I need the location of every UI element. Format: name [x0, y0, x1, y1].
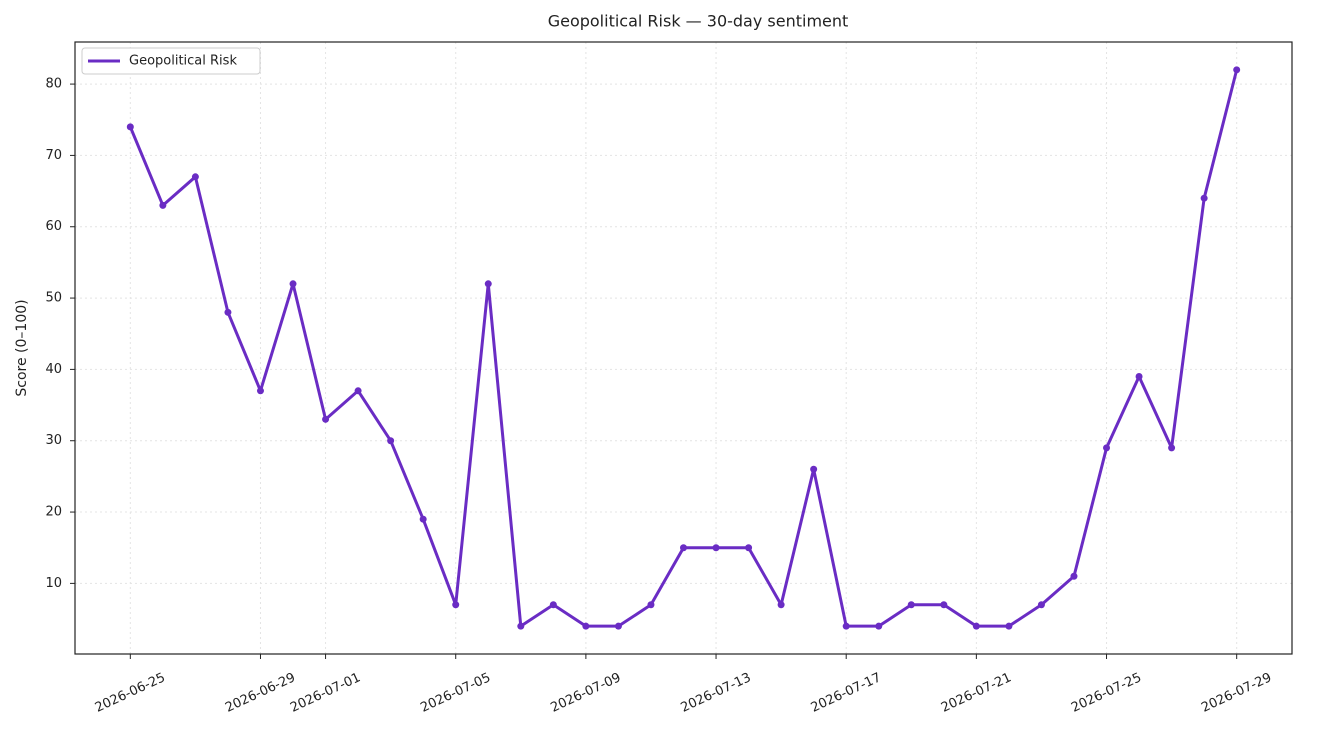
y-tick-label: 40: [45, 362, 62, 377]
data-point: [940, 601, 948, 609]
chart-title: Geopolitical Risk — 30-day sentiment: [548, 12, 849, 31]
y-tick-label: 60: [45, 219, 62, 234]
data-point: [1233, 66, 1241, 74]
plot: [126, 66, 1241, 630]
legend-box: [81, 47, 261, 75]
data-point: [680, 544, 687, 552]
data-point: [549, 601, 557, 609]
x-tick-label: 2026-07-09: [548, 670, 623, 716]
data-point: [582, 622, 590, 630]
x-tick-label: 2026-07-17: [809, 670, 884, 716]
y-tick-label: 10: [45, 576, 62, 591]
data-point: [1135, 373, 1143, 381]
data-point: [354, 387, 362, 395]
data-point: [452, 601, 460, 609]
y-axis-label: Score (0–100): [14, 299, 30, 396]
data-point: [810, 465, 818, 473]
x-tick-label: 2026-07-05: [418, 670, 493, 716]
data-point: [712, 544, 720, 552]
data-point: [875, 622, 883, 630]
y-tick-label: 80: [45, 77, 62, 92]
series-line: [128, 69, 1239, 628]
legend-label: Geopolitical Risk: [129, 54, 237, 69]
data-point: [191, 173, 199, 181]
y-tick-label: 30: [45, 433, 62, 448]
data-point: [517, 622, 525, 630]
data-point: [322, 415, 330, 423]
data-point: [1103, 444, 1111, 452]
data-point: [224, 308, 232, 316]
x-tick-label: 2026-07-29: [1199, 670, 1274, 716]
data-point: [256, 387, 264, 395]
data-point: [972, 622, 980, 630]
data-point: [907, 601, 915, 609]
grid: [75, 42, 1292, 654]
data-point: [126, 123, 134, 131]
y-tick-label: 70: [45, 148, 62, 163]
x-tick-label: 2026-07-25: [1069, 670, 1144, 716]
data-point: [842, 622, 850, 630]
x-tick-label: 2026-06-25: [93, 670, 168, 716]
data-point: [1200, 194, 1208, 202]
data-point: [1037, 601, 1045, 609]
x-tick-label: 2026-07-01: [288, 670, 363, 716]
data-point: [419, 515, 427, 523]
data-point: [387, 437, 395, 445]
data-point: [289, 280, 297, 288]
x-tick-label: 2026-07-21: [939, 670, 1014, 716]
data-point: [614, 622, 622, 630]
x-tick-label: 2026-06-29: [223, 670, 298, 716]
data-point: [159, 201, 167, 209]
data-point: [777, 601, 785, 609]
data-point: [484, 280, 492, 288]
plot-frame: [74, 41, 1293, 655]
y-tick-label: 50: [45, 291, 62, 306]
data-point: [1070, 572, 1078, 580]
y-tick-label: 20: [45, 505, 62, 520]
data-point: [1168, 444, 1176, 452]
data-point: [1005, 622, 1013, 630]
legend: Geopolitical Risk: [81, 47, 261, 75]
data-point: [647, 601, 655, 609]
data-point: [745, 544, 753, 552]
x-tick-label: 2026-07-13: [679, 670, 754, 716]
